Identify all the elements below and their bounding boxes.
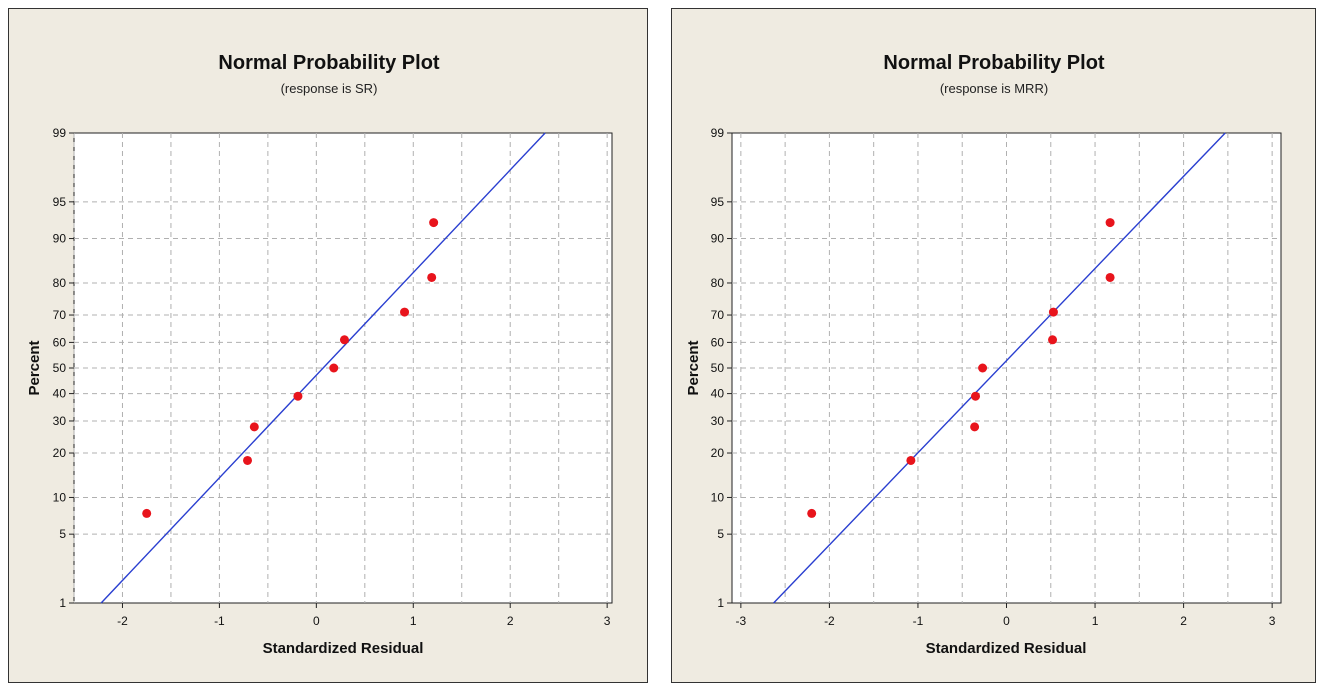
fit-line xyxy=(100,132,546,604)
y-tick-label: 20 xyxy=(711,446,725,460)
data-point xyxy=(906,455,916,465)
y-tick-label: 30 xyxy=(53,414,67,428)
y-tick-label: 80 xyxy=(53,276,67,290)
data-point xyxy=(400,307,410,317)
chart-panel-sr: Normal Probability Plot (response is SR)… xyxy=(8,8,648,683)
x-tick-label: -2 xyxy=(824,614,835,628)
normal-probability-plot-mrr: Normal Probability Plot (response is MRR… xyxy=(685,52,1282,657)
x-tick-label: 2 xyxy=(1180,614,1187,628)
data-point xyxy=(293,391,303,401)
data-point xyxy=(970,422,980,432)
y-tick-label: 10 xyxy=(53,490,67,504)
y-tick-label: 90 xyxy=(711,232,725,246)
data-point xyxy=(971,391,981,401)
x-tick-label: -1 xyxy=(913,614,924,628)
data-point xyxy=(243,455,253,465)
x-tick-label: 0 xyxy=(1003,614,1010,628)
x-tick-label: -2 xyxy=(117,614,128,628)
x-tick-label: 1 xyxy=(410,614,417,628)
chart-panel-mrr: Normal Probability Plot (response is MRR… xyxy=(671,8,1316,683)
y-tick-label: 95 xyxy=(711,195,725,209)
y-tick-label: 99 xyxy=(711,126,725,140)
data-point xyxy=(807,508,817,518)
y-tick-label: 80 xyxy=(711,276,725,290)
x-tick-label: -1 xyxy=(214,614,225,628)
data-point xyxy=(142,508,152,518)
fit-line xyxy=(773,132,1226,604)
chart-title: Normal Probability Plot xyxy=(883,52,1104,74)
y-tick-label: 20 xyxy=(53,446,67,460)
y-tick-label: 99 xyxy=(53,126,67,140)
data-point xyxy=(329,363,339,373)
x-tick-label: 0 xyxy=(313,614,320,628)
y-tick-label: 50 xyxy=(711,361,725,375)
normal-probability-plot-sr: Normal Probability Plot (response is SR)… xyxy=(26,52,613,657)
y-tick-label: 1 xyxy=(59,596,66,610)
y-tick-label: 70 xyxy=(53,308,67,322)
y-tick-label: 90 xyxy=(53,232,67,246)
y-tick-label: 60 xyxy=(711,335,725,349)
x-tick-label: 2 xyxy=(507,614,514,628)
chart-subtitle: (response is MRR) xyxy=(940,81,1048,96)
y-tick-label: 95 xyxy=(53,195,67,209)
y-tick-label: 5 xyxy=(717,527,724,541)
data-point xyxy=(339,335,349,345)
data-point xyxy=(1105,272,1115,282)
y-axis-label: Percent xyxy=(26,340,43,395)
x-tick-label: 3 xyxy=(604,614,611,628)
y-tick-label: 40 xyxy=(711,387,725,401)
y-tick-label: 70 xyxy=(711,308,725,322)
x-tick-label: 3 xyxy=(1269,614,1276,628)
data-point xyxy=(978,363,988,373)
y-tick-label: 50 xyxy=(53,361,67,375)
y-tick-label: 30 xyxy=(711,414,725,428)
y-tick-label: 10 xyxy=(711,490,725,504)
y-tick-label: 5 xyxy=(59,527,66,541)
chart-subtitle: (response is SR) xyxy=(281,81,378,96)
data-point xyxy=(427,272,437,282)
data-point xyxy=(429,218,439,228)
x-axis-label: Standardized Residual xyxy=(926,640,1087,657)
data-point xyxy=(1048,307,1058,317)
data-point xyxy=(1105,218,1115,228)
x-tick-label: -3 xyxy=(736,614,747,628)
y-tick-label: 40 xyxy=(53,387,67,401)
plot-area xyxy=(73,132,613,604)
data-point xyxy=(1048,335,1058,345)
y-tick-label: 1 xyxy=(717,596,724,610)
chart-title: Normal Probability Plot xyxy=(218,52,439,74)
x-axis-label: Standardized Residual xyxy=(263,640,424,657)
y-axis-label: Percent xyxy=(685,340,702,395)
x-tick-label: 1 xyxy=(1092,614,1099,628)
y-tick-label: 60 xyxy=(53,335,67,349)
data-point xyxy=(249,422,259,432)
